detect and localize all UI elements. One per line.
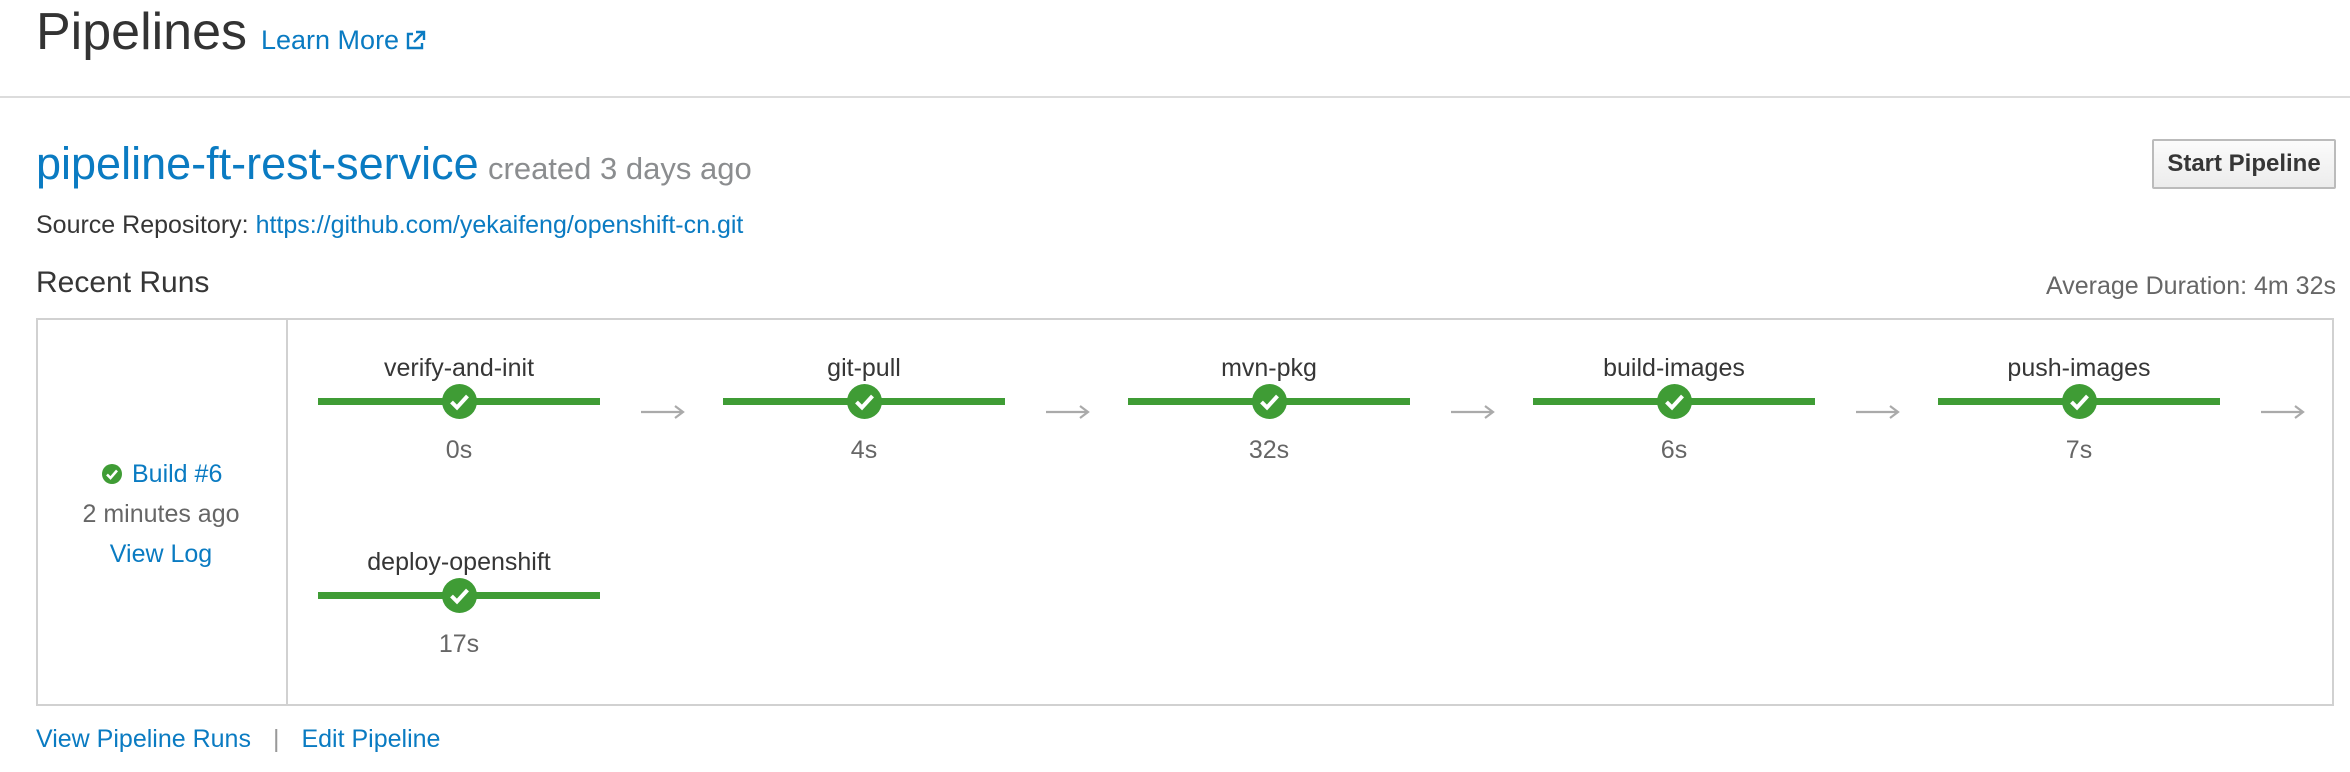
- stage-name: mvn-pkg: [1221, 354, 1317, 382]
- view-pipeline-runs-link[interactable]: View Pipeline Runs: [36, 725, 251, 753]
- source-repository-label: Source Repository:: [36, 211, 249, 239]
- arrow-right-icon: [1449, 402, 1497, 422]
- source-repository: Source Repository: https://github.com/ye…: [36, 208, 743, 242]
- stage-duration: 32s: [1248, 436, 1290, 464]
- page-title: Pipelines: [36, 3, 248, 61]
- stage-name: deploy-openshift: [367, 548, 551, 576]
- build-label: Build #6: [132, 460, 223, 488]
- stage-duration: 17s: [438, 630, 480, 658]
- recent-runs-title: Recent Runs: [36, 266, 210, 299]
- stage-success-icon: [847, 384, 882, 419]
- stage-name: verify-and-init: [383, 354, 535, 382]
- stage-git-pull[interactable]: git-pull 4s: [723, 352, 1005, 472]
- start-pipeline-button[interactable]: Start Pipeline: [2152, 139, 2336, 189]
- build-link[interactable]: Build #6: [102, 458, 222, 490]
- stage-push-images[interactable]: push-images 7s: [1938, 352, 2220, 472]
- stage-name: git-pull: [827, 354, 901, 382]
- stage-name: build-images: [1603, 354, 1745, 382]
- source-repository-link[interactable]: https://github.com/yekaifeng/openshift-c…: [255, 211, 744, 239]
- stage-success-icon: [1252, 384, 1287, 419]
- stage-build-images[interactable]: build-images 6s: [1533, 352, 1815, 472]
- footer-separator: |: [272, 725, 280, 753]
- stage-success-icon: [442, 578, 477, 613]
- stage-duration: 6s: [1660, 436, 1688, 464]
- view-log-link[interactable]: View Log: [109, 540, 213, 568]
- stage-duration: 7s: [2065, 436, 2093, 464]
- page-header: Pipelines Learn More: [0, 0, 2350, 98]
- stage-verify-and-init[interactable]: verify-and-init 0s: [318, 352, 600, 472]
- stage-success-icon: [1657, 384, 1692, 419]
- created-time: created 3 days ago: [488, 151, 752, 186]
- stage-name: push-images: [2007, 354, 2151, 382]
- arrow-right-icon: [639, 402, 687, 422]
- build-time: 2 minutes ago: [82, 500, 240, 528]
- success-check-icon: [102, 464, 122, 484]
- average-duration: Average Duration: 4m 32s: [2046, 272, 2336, 300]
- pipeline-name-link[interactable]: pipeline-ft-rest-service: [36, 138, 479, 189]
- stage-duration: 0s: [445, 436, 473, 464]
- learn-more-link[interactable]: Learn More: [261, 22, 426, 61]
- edit-pipeline-link[interactable]: Edit Pipeline: [301, 725, 441, 753]
- arrow-right-icon: [1854, 402, 1902, 422]
- arrow-right-icon: [2259, 402, 2307, 422]
- arrow-right-icon: [1044, 402, 1092, 422]
- learn-more-label: Learn More: [261, 25, 400, 55]
- stage-success-icon: [442, 384, 477, 419]
- footer-links: View Pipeline Runs | Edit Pipeline: [36, 723, 440, 755]
- external-link-icon: [404, 25, 426, 61]
- build-summary: Build #6 2 minutes ago View Log: [38, 320, 288, 704]
- stage-mvn-pkg[interactable]: mvn-pkg 32s: [1128, 352, 1410, 472]
- stage-deploy-openshift[interactable]: deploy-openshift 17s: [318, 546, 600, 666]
- stage-duration: 4s: [850, 436, 878, 464]
- runs-panel: Build #6 2 minutes ago View Log verify-a…: [36, 318, 2334, 706]
- stage-success-icon: [2062, 384, 2097, 419]
